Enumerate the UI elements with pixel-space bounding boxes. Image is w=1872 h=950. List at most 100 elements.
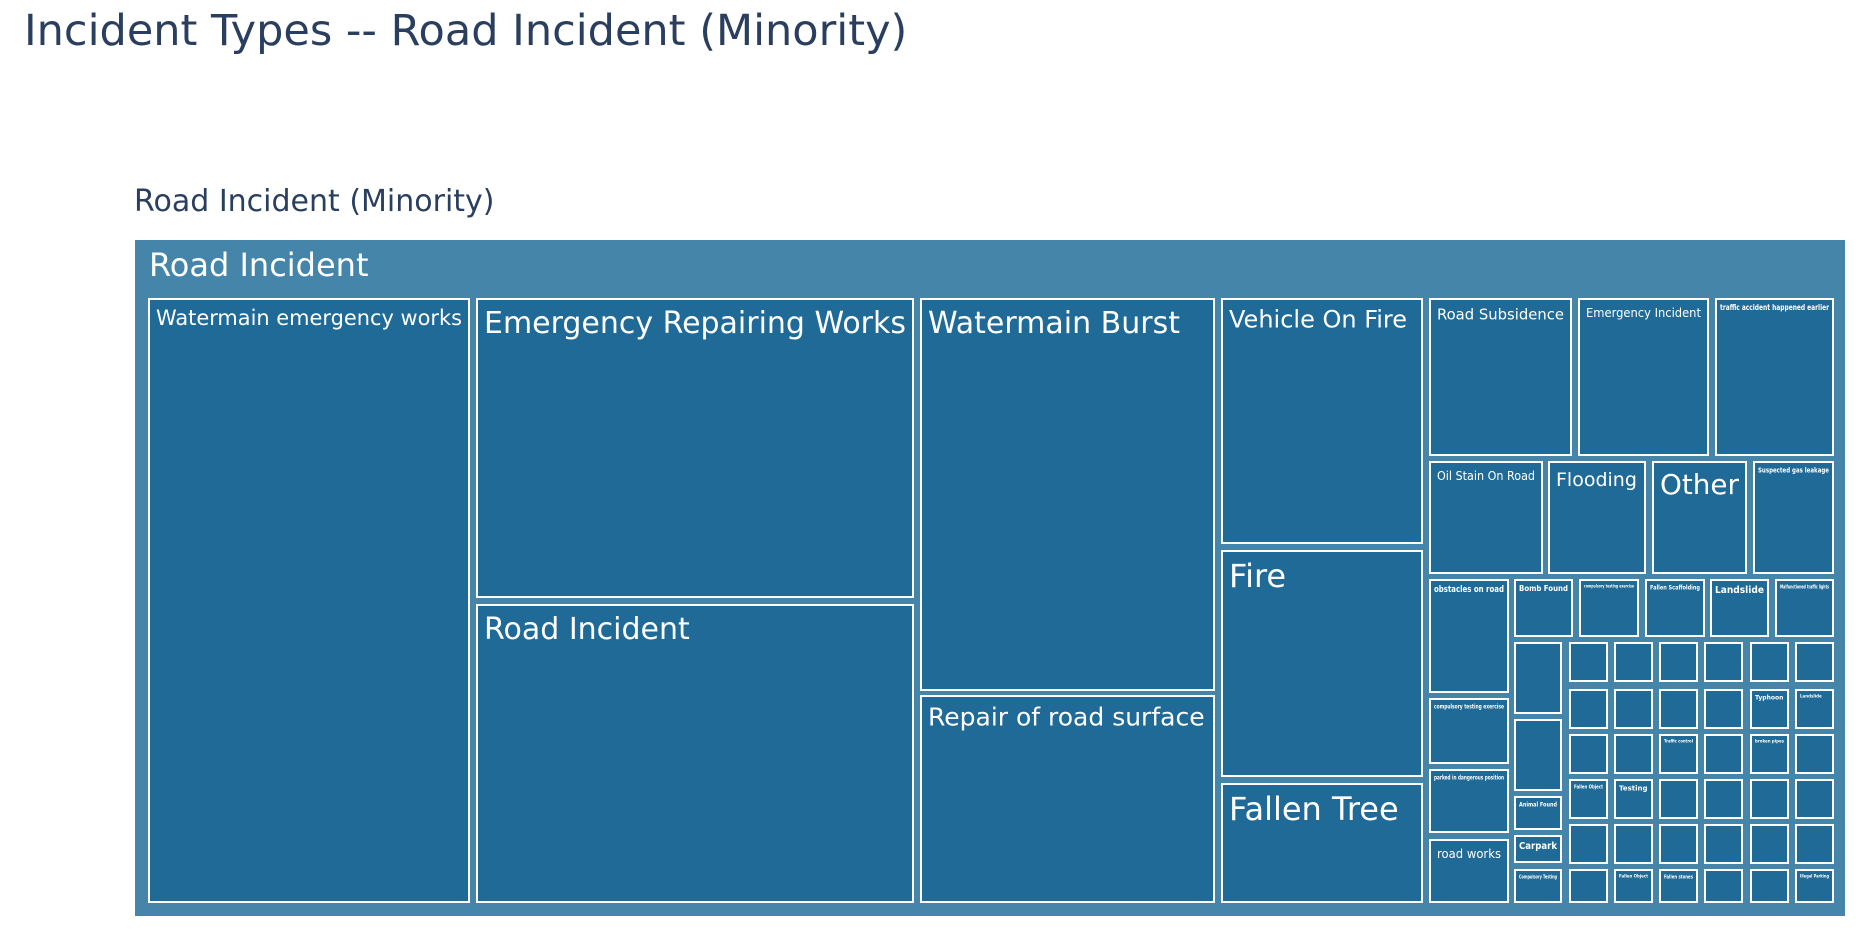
treemap-cell-small[interactable]	[1750, 869, 1789, 903]
treemap-cell-label: Emergency Incident	[1586, 306, 1701, 320]
treemap-cell[interactable]	[1514, 579, 1573, 637]
treemap-cell[interactable]	[1750, 689, 1789, 729]
treemap-cell-label: Fire	[1229, 557, 1286, 595]
treemap-cell-small[interactable]	[1569, 734, 1608, 774]
treemap-cell-small[interactable]	[1514, 719, 1562, 791]
treemap-cell-label: Watermain Burst	[928, 306, 1180, 341]
treemap-cell[interactable]	[1429, 298, 1572, 456]
treemap-cell[interactable]	[1795, 869, 1834, 903]
treemap-cell-label: Testing	[1619, 784, 1648, 792]
treemap-cell[interactable]	[1429, 698, 1509, 764]
treemap-cell-small[interactable]	[1659, 642, 1698, 682]
treemap-cell[interactable]	[1221, 298, 1423, 544]
treemap-cell[interactable]	[920, 695, 1215, 903]
treemap-cell[interactable]	[920, 298, 1215, 691]
treemap-cell[interactable]	[1710, 579, 1769, 637]
treemap-cell[interactable]	[1750, 734, 1789, 774]
treemap-cell[interactable]	[476, 298, 914, 598]
treemap-cell-small[interactable]	[1795, 642, 1834, 682]
treemap-cell[interactable]	[1514, 796, 1562, 830]
treemap-cell[interactable]	[1659, 869, 1698, 903]
treemap-cell-small[interactable]	[1614, 734, 1653, 774]
treemap-cell-label: Oil Stain On Road	[1437, 469, 1535, 483]
treemap-cell[interactable]	[1614, 779, 1653, 819]
treemap-cell-label: Road Subsidence	[1437, 306, 1564, 324]
treemap-cell-label: Landslide	[1800, 694, 1822, 699]
treemap-cell[interactable]	[1514, 835, 1562, 863]
treemap-cell-small[interactable]	[1704, 734, 1743, 774]
treemap-cell-label: Emergency Repairing Works	[484, 306, 906, 341]
treemap-cell[interactable]	[1753, 461, 1834, 574]
treemap-cell-label: Other	[1660, 468, 1739, 501]
treemap-cell-label: Fallen Object	[1619, 874, 1648, 879]
treemap-cell[interactable]	[1569, 779, 1608, 819]
page-title: Incident Types -- Road Incident (Minorit…	[24, 6, 908, 56]
treemap-cell[interactable]	[1579, 579, 1639, 637]
treemap-cell-label: Fallen Tree	[1229, 790, 1399, 828]
treemap-cell-small[interactable]	[1659, 689, 1698, 729]
treemap-cell-label: Road Incident	[484, 612, 690, 647]
treemap-cell-label: Fallen Scaffolding	[1650, 584, 1700, 591]
treemap-cell[interactable]	[1775, 579, 1834, 637]
treemap-cell-small[interactable]	[1569, 824, 1608, 864]
treemap-cell[interactable]	[1652, 461, 1747, 574]
chart-title: Road Incident (Minority)	[134, 184, 495, 219]
treemap-cell-label: Repair of road surface	[928, 703, 1205, 732]
treemap-cell-label: Traffic control	[1664, 739, 1694, 744]
treemap-cell[interactable]	[1795, 689, 1834, 729]
treemap-cell-small[interactable]	[1614, 824, 1653, 864]
treemap-cell[interactable]	[1429, 461, 1543, 574]
treemap-cell[interactable]	[476, 604, 914, 903]
treemap-cell-small[interactable]	[1659, 824, 1698, 864]
treemap-cell[interactable]	[1514, 869, 1562, 903]
treemap-cell-label: Fallen Object	[1574, 785, 1603, 791]
treemap-cell-small[interactable]	[1569, 689, 1608, 729]
treemap-cell-small[interactable]	[1704, 779, 1743, 819]
treemap-cell[interactable]	[1548, 461, 1646, 574]
treemap-cell[interactable]	[1614, 869, 1653, 903]
treemap-cell-small[interactable]	[1614, 689, 1653, 729]
treemap-cell-small[interactable]	[1704, 689, 1743, 729]
treemap-cell[interactable]	[1578, 298, 1709, 456]
treemap-cell-label: Suspected gas leakage	[1758, 466, 1829, 474]
treemap-cell-label: traffic accident happened earlier	[1720, 303, 1829, 312]
treemap-cell-small[interactable]	[1795, 824, 1834, 864]
treemap-cell[interactable]	[1429, 579, 1509, 693]
treemap-cell-label: Bomb Found	[1519, 584, 1568, 593]
treemap-cell-small[interactable]	[1704, 642, 1743, 682]
treemap-cell-small[interactable]	[1750, 824, 1789, 864]
treemap-cell-small[interactable]	[1704, 824, 1743, 864]
treemap-cell-small[interactable]	[1795, 734, 1834, 774]
treemap-cell-label: Illegal Parking	[1800, 874, 1829, 879]
treemap-cell-label: Fallen stones	[1664, 875, 1693, 881]
treemap-cell-label: road works	[1437, 847, 1501, 861]
treemap-cell-small[interactable]	[1704, 869, 1743, 903]
treemap-cell[interactable]	[1645, 579, 1705, 637]
treemap-cell-label: Watermain emergency works	[156, 306, 462, 330]
treemap-cell[interactable]	[1715, 298, 1834, 456]
treemap-cell-label: Animal Found	[1519, 801, 1557, 808]
treemap-cell-label: Landslide	[1715, 585, 1764, 596]
treemap-cell-label: compulsory testing exercise	[1584, 584, 1634, 589]
treemap-cell-label: Vehicle On Fire	[1229, 306, 1407, 334]
treemap-cell[interactable]	[1429, 839, 1509, 903]
treemap-cell-small[interactable]	[1750, 642, 1789, 682]
treemap-cell[interactable]	[1221, 783, 1423, 903]
treemap-cell-small[interactable]	[1659, 779, 1698, 819]
treemap-cell-small[interactable]	[1795, 779, 1834, 819]
treemap-cell-small[interactable]	[1569, 869, 1608, 903]
treemap-cell[interactable]	[1429, 769, 1509, 833]
treemap-cell-label: Malfunctioned traffic lights	[1780, 585, 1829, 591]
treemap-cell-small[interactable]	[1750, 779, 1789, 819]
treemap-cell[interactable]	[148, 298, 470, 903]
treemap-cell-small[interactable]	[1569, 642, 1608, 682]
treemap-cell-label: Flooding	[1556, 469, 1637, 491]
treemap-cell[interactable]	[1659, 734, 1698, 774]
treemap-cell-small[interactable]	[1614, 642, 1653, 682]
treemap-cell-label: parked in dangerous position	[1434, 774, 1504, 781]
treemap-cell-small[interactable]	[1514, 642, 1562, 714]
treemap-cell-label: Typhoon	[1755, 694, 1783, 701]
treemap-cell-label: broken pipes	[1755, 739, 1785, 744]
treemap-cell[interactable]	[1221, 550, 1423, 777]
